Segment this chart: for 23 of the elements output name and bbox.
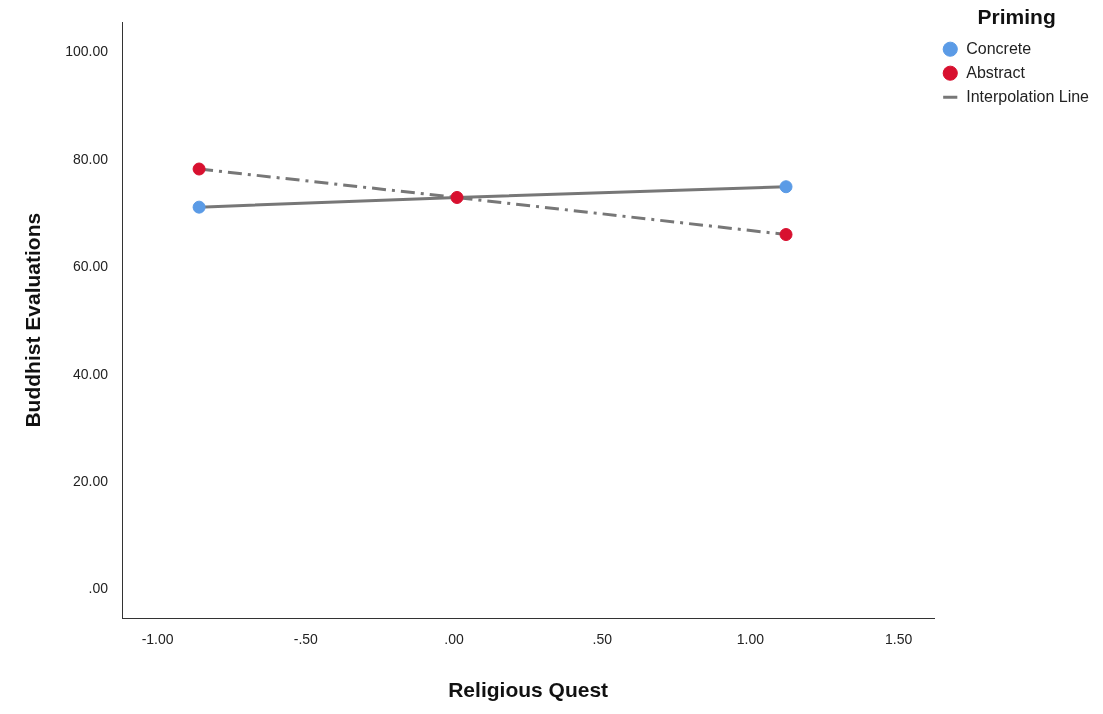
x-tick-label: -.50 [293,631,319,648]
x-tick-label: .50 [592,631,613,648]
y-tick-label: 100.00 [65,43,109,60]
point [779,228,793,242]
legend-label: Concrete [966,39,1032,57]
x-tick-label: 1.50 [885,631,913,648]
legend-title: Priming [977,5,1056,29]
point [779,180,793,194]
legend-label: Interpolation Line [966,87,1090,105]
x-tick-label: 1.00 [736,631,765,648]
x-tick-label: -1.00 [141,631,174,648]
x-axis-title: Religious Quest [448,678,609,702]
point [450,190,464,204]
y-axis-title: Buddhist Evaluations [21,212,45,428]
point [192,162,206,176]
x-tick-label: .00 [444,631,464,648]
y-tick-label: 40.00 [72,365,109,382]
y-tick-label: .00 [88,580,109,597]
point [192,200,206,214]
y-tick-label: 20.00 [72,472,109,489]
y-tick-label: 60.00 [72,258,109,275]
y-tick-label: 80.00 [72,150,109,167]
legend-label: Abstract [966,63,1026,81]
